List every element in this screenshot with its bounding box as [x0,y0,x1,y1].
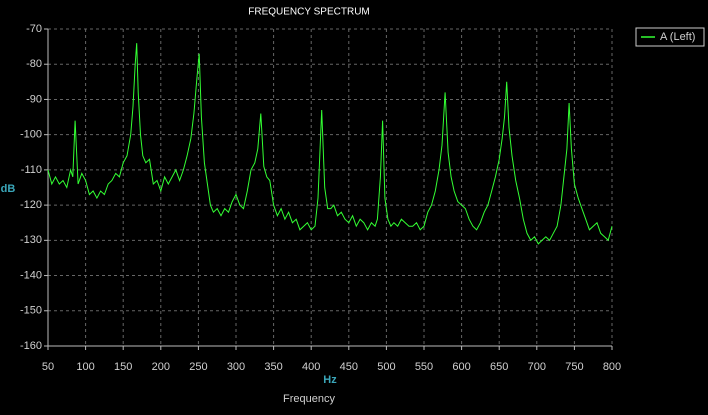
y-tick-label: -160 [20,340,42,352]
x-tick-label: 100 [76,361,94,373]
x-tick-label: 500 [377,361,395,373]
y-tick-label: -100 [20,129,42,141]
y-tick-label: -130 [20,234,42,246]
legend-label: A (Left) [660,31,695,43]
chart-title: FREQUENCY SPECTRUM [248,7,370,18]
legend-box [635,27,705,47]
x-tick-label: 150 [114,361,132,373]
y-tick-label: -140 [20,269,42,281]
x-tick-label: 800 [603,361,621,373]
y-tick-label: -70 [26,23,42,35]
x-axis-unit: Hz [323,374,337,386]
x-tick-label: 750 [565,361,583,373]
x-tick-label: 300 [227,361,245,373]
spectrum-line [47,43,613,245]
x-tick-label: 550 [415,361,433,373]
y-tick-label: -80 [26,58,42,70]
y-axis-label: dB [1,183,16,195]
x-tick-label: 250 [189,361,207,373]
y-tick-label: -150 [20,305,42,317]
y-tick-label: -120 [20,199,42,211]
y-tick-label: -90 [26,93,42,105]
x-tick-label: 400 [302,361,320,373]
x-tick-label: 200 [152,361,170,373]
x-axis-label: Frequency [283,393,335,405]
x-tick-label: 600 [452,361,470,373]
x-tick-label: 450 [340,361,358,373]
y-tick-label: -110 [21,164,42,176]
x-tick-label: 700 [528,361,546,373]
x-tick-label: 50 [42,361,54,373]
x-tick-label: 650 [490,361,508,373]
x-tick-label: 350 [264,361,282,373]
